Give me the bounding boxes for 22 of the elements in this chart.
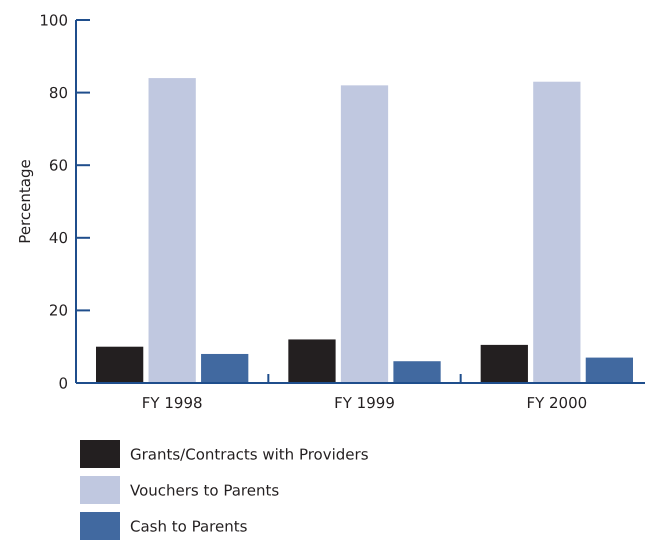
x-tick-label: FY 1998 xyxy=(142,394,203,412)
y-axis-title: Percentage xyxy=(16,159,34,244)
legend-label: Cash to Parents xyxy=(130,517,248,536)
bar xyxy=(480,344,528,383)
bar xyxy=(533,82,580,383)
y-tick-label: 60 xyxy=(48,156,68,174)
legend-label: Vouchers to Parents xyxy=(130,481,280,500)
y-tick-label: 20 xyxy=(48,302,68,320)
y-tick-label: 80 xyxy=(48,84,68,102)
y-tick-label: 0 xyxy=(58,374,68,392)
legend-label: Grants/Contracts with Providers xyxy=(130,445,369,464)
x-tick-label: FY 1999 xyxy=(334,394,395,412)
bar xyxy=(288,339,336,383)
y-tick-label: 40 xyxy=(48,229,68,248)
bar xyxy=(393,361,441,383)
x-tick-label: FY 2000 xyxy=(526,394,588,412)
y-tick-label: 100 xyxy=(39,11,68,30)
bar xyxy=(148,78,196,383)
bar xyxy=(96,346,144,383)
bar xyxy=(340,85,388,383)
bar xyxy=(586,358,633,383)
bar xyxy=(201,354,248,383)
